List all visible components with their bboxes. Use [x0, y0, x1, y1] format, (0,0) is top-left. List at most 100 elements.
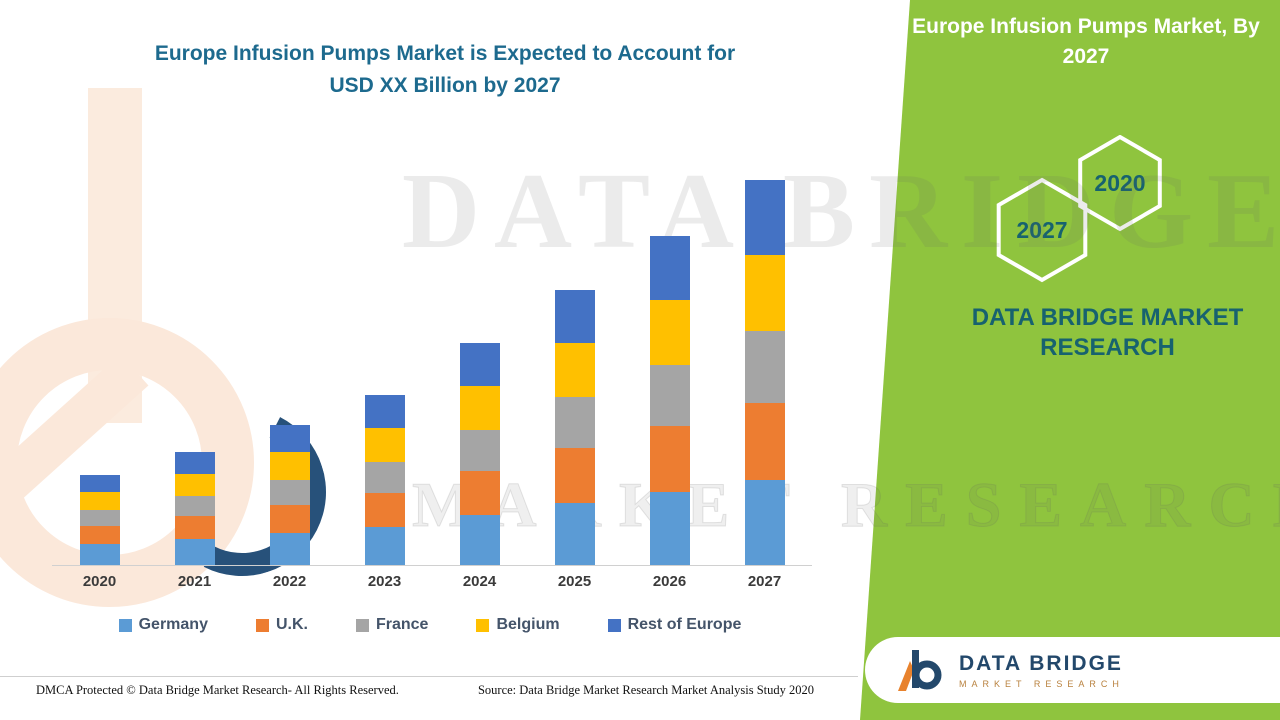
hexagon-2027-label: 2027 — [1016, 217, 1067, 243]
x-axis-label: 2027 — [747, 573, 782, 590]
bar-segment-france — [174, 496, 215, 516]
dmca-notice: DMCA Protected © Data Bridge Market Rese… — [36, 683, 399, 697]
logo-orange-swoosh — [898, 661, 914, 691]
bar-segment-germany — [269, 533, 310, 565]
bar-segment-u-k- — [744, 403, 785, 480]
x-axis-label: 2022 — [272, 573, 307, 590]
legend-swatch — [476, 618, 490, 632]
bar-stack — [554, 290, 595, 565]
hexagon-2027-outline — [996, 177, 1088, 283]
legend-item: Rest of Europe — [607, 616, 742, 634]
bar-segment-belgium — [744, 255, 785, 331]
bar-segment-belgium — [79, 492, 120, 510]
legend-item: Germany — [118, 616, 208, 634]
logo-card: DATA BRIDGE MARKET RESEARCH — [865, 637, 1280, 703]
year-hexagons: 2020 2027 — [996, 135, 1162, 283]
bar-segment-germany — [364, 527, 405, 565]
bar-segment-germany — [744, 480, 785, 565]
legend-item: U.K. — [255, 616, 308, 634]
data-bridge-logo-icon — [898, 650, 942, 691]
legend-label: Germany — [138, 616, 208, 633]
bar-column-2021 — [147, 180, 242, 565]
x-axis-label: 2025 — [557, 573, 592, 590]
bar-segment-rest-of-europe — [269, 425, 310, 452]
legend-item: Belgium — [476, 616, 560, 634]
x-axis-label: 2023 — [367, 573, 402, 590]
x-axis-label: 2020 — [82, 573, 117, 590]
bar-stack — [649, 236, 690, 565]
bar-segment-rest-of-europe — [744, 180, 785, 255]
bar-segment-u-k- — [459, 471, 500, 515]
bar-stack — [364, 395, 405, 565]
x-axis-label: 2024 — [462, 573, 497, 590]
bar-segment-france — [79, 510, 120, 526]
side-panel-title: Europe Infusion Pumps Market, By 2027 — [912, 15, 1260, 69]
bar-column-2023 — [337, 180, 432, 565]
bar-segment-france — [459, 430, 500, 471]
bar-segment-u-k- — [554, 448, 595, 503]
logo-navy-ring — [912, 660, 942, 690]
bar-segment-germany — [554, 503, 595, 565]
bar-column-2022 — [242, 180, 337, 565]
logo-brand-name: DATA BRIDGE — [959, 651, 1123, 675]
bar-segment-france — [364, 462, 405, 493]
bar-stack — [174, 452, 215, 565]
bar-segment-u-k- — [174, 516, 215, 539]
bar-segment-germany — [174, 539, 215, 565]
chart-title: Europe Infusion Pumps Market is Expected… — [154, 42, 736, 97]
bar-segment-u-k- — [364, 493, 405, 527]
legend-label: Rest of Europe — [627, 616, 742, 633]
bar-segment-germany — [459, 515, 500, 565]
bar-segment-belgium — [174, 474, 215, 496]
bar-segment-france — [744, 331, 785, 403]
legend-label: U.K. — [275, 616, 308, 633]
bar-segment-rest-of-europe — [79, 475, 120, 492]
bar-column-2024 — [432, 180, 527, 565]
legend-label: Belgium — [496, 616, 560, 633]
bar-segment-rest-of-europe — [554, 290, 595, 343]
bar-segment-france — [554, 397, 595, 448]
bar-segment-rest-of-europe — [459, 343, 500, 386]
logo-brand-subtitle: MARKET RESEARCH — [959, 678, 1124, 689]
plot-area — [52, 180, 812, 566]
legend-swatch — [118, 618, 132, 632]
bar-segment-rest-of-europe — [649, 236, 690, 300]
legend-item: France — [355, 616, 429, 634]
bar-segment-belgium — [269, 452, 310, 480]
x-axis-label: 2026 — [652, 573, 687, 590]
hexagon-2020-outline — [1078, 135, 1162, 232]
bar-segment-belgium — [459, 386, 500, 430]
bar-column-2025 — [527, 180, 622, 565]
legend-label: France — [375, 616, 429, 633]
legend: Germany U.K. France Belgium Rest of Europe — [0, 616, 860, 634]
legend-swatch — [607, 618, 621, 632]
bar-stack — [269, 425, 310, 565]
legend-swatch — [355, 618, 369, 632]
bar-column-2020 — [52, 180, 147, 565]
hexagon-2020-label: 2020 — [1094, 170, 1145, 196]
bar-segment-u-k- — [79, 526, 120, 544]
bar-column-2026 — [622, 180, 717, 565]
bar-segment-france — [269, 480, 310, 505]
x-axis-labels: 2020 2021 2022 2023 2024 2025 2026 2027 — [52, 573, 812, 590]
bar-stack — [79, 475, 120, 565]
bar-column-2027 — [717, 180, 812, 565]
side-panel-brand: DATA BRIDGE MARKET RESEARCH — [971, 304, 1244, 361]
bar-segment-france — [649, 365, 690, 426]
side-panel: Europe Infusion Pumps Market, By 2027 20… — [860, 0, 1280, 720]
bar-segment-u-k- — [649, 426, 690, 492]
bar-segment-belgium — [649, 300, 690, 365]
source-note: Source: Data Bridge Market Research Mark… — [477, 683, 814, 697]
footer: DMCA Protected © Data Bridge Market Rese… — [0, 676, 858, 698]
bar-stack — [459, 343, 500, 565]
bar-segment-germany — [649, 492, 690, 565]
bar-segment-rest-of-europe — [174, 452, 215, 474]
bar-segment-belgium — [364, 428, 405, 462]
bar-segment-belgium — [554, 343, 595, 397]
legend-swatch — [255, 618, 269, 632]
bar-segment-rest-of-europe — [364, 395, 405, 428]
x-axis-label: 2021 — [177, 573, 212, 590]
bar-segment-u-k- — [269, 505, 310, 533]
bar-stack — [744, 180, 785, 565]
